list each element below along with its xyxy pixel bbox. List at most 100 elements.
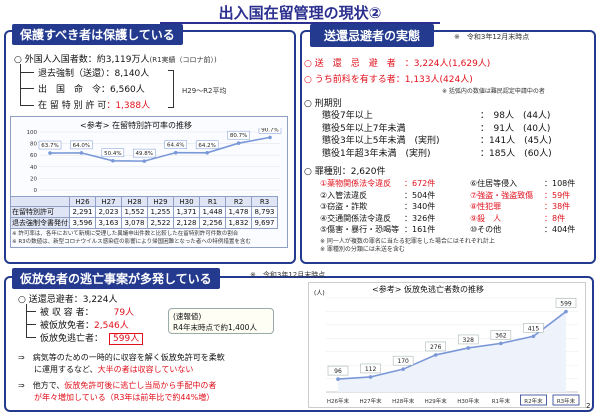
- data-label-box: [101, 148, 125, 158]
- detained-row: 被 収 容 者： 79人: [40, 308, 135, 318]
- crime-item: ④交通関係法令違反: [320, 213, 392, 223]
- table-header-cell: R1: [199, 196, 226, 207]
- crime-item: ⑤傷害・暴行・恐喝等: [320, 225, 400, 234]
- right-notes: ※ 同一人が複数の罪名に当たる犯罪をした場合にはそれぞれ計上 ※ 罪種別の分類に…: [320, 238, 495, 254]
- note: ※ 罪種別の分類には未送を含む: [320, 246, 405, 253]
- date-note: ※ 令和3年12月末時点: [454, 33, 530, 41]
- table-cell: 3,163: [95, 217, 122, 229]
- data-label: 599: [560, 301, 572, 308]
- table-cell: 1,552: [121, 206, 148, 218]
- bottom-date-note: ※ 令和3年12月末時点: [250, 271, 326, 279]
- table-header-cell: H26: [69, 196, 96, 207]
- sentence-value: ： 91人 (40人): [480, 123, 551, 134]
- bullet-icon: ○: [14, 55, 25, 65]
- data-label: 49.8%: [136, 151, 153, 157]
- data-point: [173, 150, 178, 155]
- bottom-header: 仮放免者の逃亡事案が多発している: [12, 268, 220, 289]
- crime-item: ⑥住居等侵入: [470, 179, 518, 188]
- deport-row: 退去強制（送還）：8,140人: [38, 69, 150, 79]
- crime-type-header: ○ 罪種別：2,620件: [304, 167, 386, 177]
- footnote: ※ 許可率は、各年において新規に受理した異議申出件数と比較した在留特別許可件数の…: [12, 231, 239, 237]
- data-label-box: [70, 140, 93, 150]
- crime-value: ：340件: [404, 202, 436, 211]
- data-point: [433, 353, 438, 357]
- row-label: 退去強制令書発付: [10, 217, 70, 229]
- bullet-icon: ○: [304, 59, 315, 69]
- foreign-count: ○ 外国人入国者数：約3,119万人(R1実績（コロナ前）): [14, 55, 217, 65]
- y-tick-label: 60: [30, 153, 37, 159]
- crime-item: ⑩その他: [470, 225, 502, 234]
- x-tick-label: H27年末: [360, 397, 383, 405]
- data-label-box: [392, 355, 414, 366]
- data-point: [499, 341, 503, 346]
- bullet-icon: ○: [304, 99, 315, 109]
- footnote: ※ R3の数値は、新型コロナウイルス感染症の影響により帰国困難となった者への特例…: [12, 239, 251, 245]
- tree-line: [20, 88, 34, 89]
- table-header-cell: H28: [121, 196, 148, 207]
- sentence-value: ： 98人 (44人): [480, 111, 551, 121]
- table-row: 在留特別許可 2,291 2,023 1,552 1,255 1,371 1,4…: [10, 206, 278, 218]
- table-cell: 9,697: [251, 217, 278, 229]
- crime-item: ②入管法違反: [320, 190, 368, 200]
- crime-value: ：59件: [544, 190, 571, 200]
- data-label-box: [38, 140, 62, 150]
- table-header-cell: H29: [147, 196, 174, 207]
- data-label-box: [258, 128, 282, 134]
- data-point: [48, 151, 52, 155]
- data-label-box: [164, 140, 187, 149]
- data-label: 64.0%: [73, 143, 90, 149]
- y-tick-label: 100: [27, 130, 38, 136]
- data-label: 64.4%: [167, 143, 184, 149]
- data-label-box: [133, 148, 156, 158]
- table-row: 退去強制令書発付 3,596 3,163 3,078 2,522 2,128 2…: [10, 217, 278, 229]
- preliminary-callout: (速報値) R4年末時点で約1,400人: [168, 308, 274, 334]
- title-underline: [160, 22, 440, 24]
- data-label: 415: [528, 325, 540, 332]
- data-label: 96: [334, 368, 342, 375]
- sentence-header: ○ 刑期別: [304, 99, 342, 109]
- data-label-box: [360, 363, 381, 374]
- tree-line: [26, 337, 36, 338]
- data-point: [111, 158, 115, 163]
- x-tick-label: H30年末: [457, 397, 480, 405]
- row-label: 在留特別許可: [10, 206, 70, 218]
- data-label: 112: [365, 366, 377, 373]
- y-tick-label: 20: [30, 176, 37, 182]
- escaped-row: 仮放免逃亡者： 599人: [40, 331, 144, 345]
- crime-note: ※ 括弧内の数値は難民認定申請中の者: [442, 88, 545, 95]
- table-header-cell: H27: [95, 196, 122, 207]
- escape-chart-title: <参考> 仮放免逃亡者数の推移: [372, 285, 484, 294]
- table-cell: 3,078: [121, 217, 148, 229]
- tree-line: [20, 105, 34, 106]
- x-tick-label: H28年末: [392, 397, 415, 405]
- crime-value: ：404件: [544, 225, 576, 234]
- bullet-icon: ○: [304, 167, 315, 177]
- order-row: 出 国 命 令：6,560人: [38, 85, 145, 95]
- special-permit-table: H26 H27 H28 H29 H30 R1 R2 R3 在留特別許可 2,29…: [10, 196, 278, 229]
- special-permit-line-chart: 100 80 60 40 20 0 63.7% 64.0% 50.4% 49.8% 64.4% 64…: [27, 128, 282, 194]
- data-label: 362: [495, 332, 507, 339]
- sentence-values: ： 98人 (44人) ： 91人 (40人) ：141人 (45人) ：185…: [480, 110, 552, 160]
- crime-value: ：38件: [544, 202, 571, 211]
- table-header-cell: R3: [251, 196, 278, 207]
- x-tick-highlight: [520, 394, 547, 406]
- data-label: 50.4%: [104, 151, 121, 157]
- data-point: [368, 375, 373, 379]
- data-label-box: [425, 341, 446, 352]
- data-label: 64.2%: [198, 143, 215, 149]
- data-point: [79, 151, 84, 155]
- table-corner: [10, 196, 70, 207]
- sentence-value: ：141人 (45人): [480, 136, 552, 146]
- x-tick-label: R3年末: [557, 397, 576, 405]
- crime-value: ：326件: [404, 213, 436, 223]
- point-line: ⇒ 病気等のための一時的に収容を解く仮放免許可を柔軟: [18, 353, 225, 362]
- sentence-list: 懲役7年以上 懲役5年以上7年未満 懲役3年以上5年未満 (実刑) 懲役1年超3…: [322, 110, 439, 160]
- crime-value: ：8件: [544, 213, 566, 223]
- data-point: [268, 135, 272, 140]
- crime-value: ：504件: [404, 190, 436, 200]
- sentence-item: 懲役7年以上: [322, 111, 373, 121]
- crime-list-left: ①薬物関係法令違反 ②入管法違反 ③窃盗・詐欺 ④交通関係法令違反 ⑤傷害・暴行…: [320, 178, 399, 236]
- point-line: に運用するなど、大半の者は収容していない: [34, 365, 194, 374]
- crime-item: ⑦強盗・強盗致傷: [470, 190, 534, 200]
- crime-value: ：108件: [544, 179, 576, 188]
